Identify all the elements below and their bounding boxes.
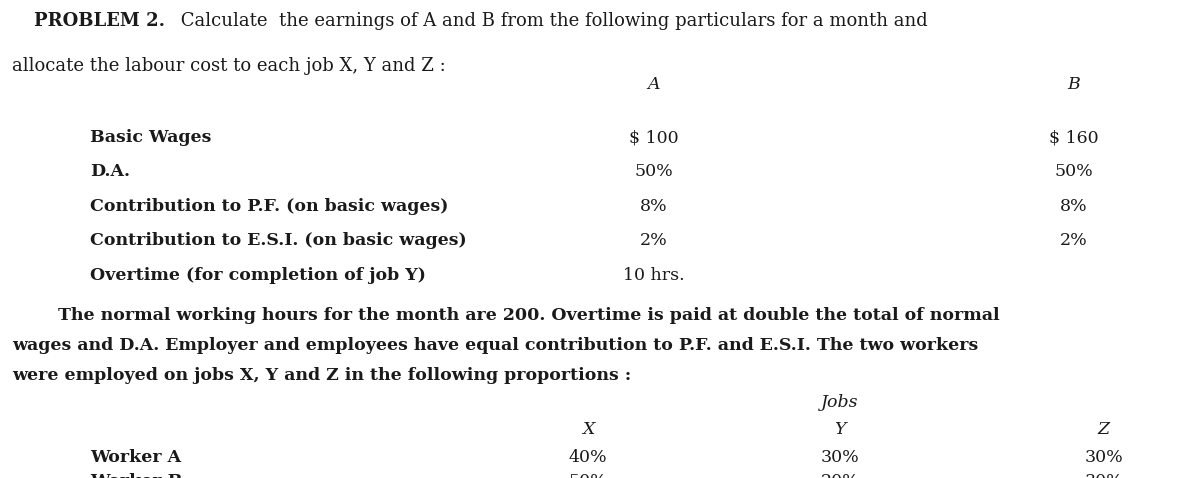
Text: $ 160: $ 160 [1049, 129, 1099, 146]
Text: Z: Z [1098, 421, 1110, 438]
Text: 20%: 20% [821, 473, 859, 478]
Text: 30%: 30% [821, 449, 859, 467]
Text: 50%: 50% [569, 473, 607, 478]
Text: 2%: 2% [1060, 232, 1088, 250]
Text: 2%: 2% [640, 232, 668, 250]
Text: Calculate  the earnings of A and B from the following particulars for a month an: Calculate the earnings of A and B from t… [175, 12, 928, 30]
Text: 30%: 30% [1085, 473, 1123, 478]
Text: X: X [582, 421, 594, 438]
Text: allocate the labour cost to each job X, Y and Z :: allocate the labour cost to each job X, … [12, 57, 445, 76]
Text: 8%: 8% [640, 198, 668, 215]
Text: 30%: 30% [1085, 449, 1123, 467]
Text: 8%: 8% [1060, 198, 1088, 215]
Text: D.A.: D.A. [90, 163, 130, 181]
Text: wages and D.A. Employer and employees have equal contribution to P.F. and E.S.I.: wages and D.A. Employer and employees ha… [12, 337, 978, 354]
Text: Overtime (for completion of job Y): Overtime (for completion of job Y) [90, 267, 426, 284]
Text: $ 100: $ 100 [629, 129, 679, 146]
Text: were employed on jobs X, Y and Z in the following proportions :: were employed on jobs X, Y and Z in the … [12, 367, 631, 384]
Text: Contribution to P.F. (on basic wages): Contribution to P.F. (on basic wages) [90, 198, 449, 215]
Text: A: A [648, 76, 660, 94]
Text: Worker A: Worker A [90, 449, 181, 467]
Text: Basic Wages: Basic Wages [90, 129, 211, 146]
Text: 40%: 40% [569, 449, 607, 467]
Text: Worker B: Worker B [90, 473, 182, 478]
Text: Contribution to E.S.I. (on basic wages): Contribution to E.S.I. (on basic wages) [90, 232, 467, 250]
Text: B: B [1068, 76, 1080, 94]
Text: Y: Y [834, 421, 846, 438]
Text: The normal working hours for the month are 200. Overtime is paid at double the t: The normal working hours for the month a… [58, 307, 1000, 324]
Text: PROBLEM 2.: PROBLEM 2. [34, 12, 164, 30]
Text: 50%: 50% [1055, 163, 1093, 181]
Text: 10 hrs.: 10 hrs. [623, 267, 685, 284]
Text: 50%: 50% [635, 163, 673, 181]
Text: Jobs: Jobs [821, 394, 859, 412]
